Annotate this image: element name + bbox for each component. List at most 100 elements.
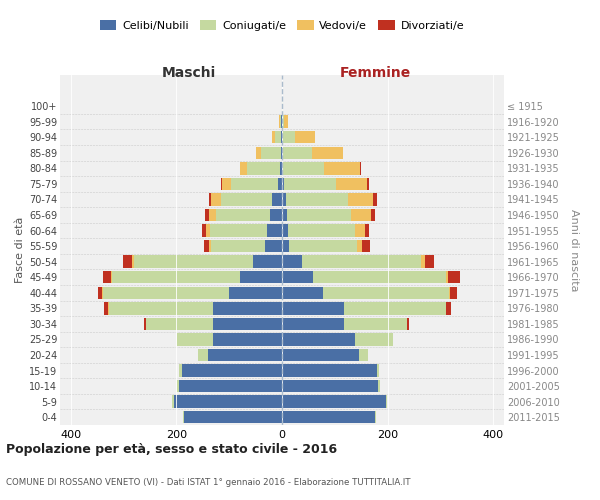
Bar: [367, 178, 368, 190]
Bar: [134, 256, 253, 268]
Y-axis label: Anni di nascita: Anni di nascita: [569, 208, 579, 291]
Bar: [282, 131, 295, 143]
Bar: [179, 380, 282, 392]
Bar: [253, 256, 282, 268]
Bar: [359, 349, 368, 361]
Y-axis label: Fasce di età: Fasce di età: [14, 217, 25, 283]
Bar: [282, 411, 375, 424]
Bar: [231, 178, 278, 190]
Bar: [272, 193, 282, 205]
Bar: [278, 178, 282, 190]
Bar: [265, 240, 282, 252]
Bar: [209, 193, 211, 205]
Bar: [229, 286, 282, 299]
Bar: [282, 224, 288, 237]
Bar: [205, 209, 209, 221]
Text: COMUNE DI ROSSANO VENETO (VI) - Dati ISTAT 1° gennaio 2016 - Elaborazione TUTTIT: COMUNE DI ROSSANO VENETO (VI) - Dati IST…: [6, 478, 410, 487]
Bar: [287, 209, 351, 221]
Bar: [143, 318, 146, 330]
Bar: [98, 286, 102, 299]
Text: Femmine: Femmine: [340, 66, 411, 80]
Bar: [209, 209, 217, 221]
Bar: [282, 271, 313, 283]
Bar: [351, 209, 371, 221]
Bar: [111, 271, 112, 283]
Bar: [282, 380, 378, 392]
Bar: [103, 271, 111, 283]
Bar: [247, 162, 280, 174]
Bar: [217, 209, 271, 221]
Bar: [283, 146, 312, 159]
Bar: [222, 178, 231, 190]
Bar: [282, 318, 344, 330]
Bar: [199, 349, 208, 361]
Bar: [183, 411, 184, 424]
Bar: [182, 364, 282, 377]
Bar: [313, 271, 446, 283]
Bar: [177, 380, 179, 392]
Bar: [344, 302, 446, 314]
Bar: [282, 302, 344, 314]
Bar: [286, 193, 348, 205]
Bar: [209, 240, 211, 252]
Bar: [240, 271, 282, 283]
Bar: [348, 193, 373, 205]
Bar: [282, 256, 302, 268]
Bar: [288, 224, 355, 237]
Bar: [282, 349, 359, 361]
Bar: [271, 209, 282, 221]
Bar: [378, 380, 380, 392]
Bar: [261, 146, 281, 159]
Bar: [282, 193, 286, 205]
Bar: [282, 146, 283, 159]
Bar: [283, 162, 324, 174]
Bar: [312, 146, 343, 159]
Bar: [371, 209, 375, 221]
Bar: [282, 286, 323, 299]
Bar: [373, 193, 377, 205]
Bar: [184, 411, 282, 424]
Bar: [213, 333, 282, 345]
Bar: [449, 286, 450, 299]
Bar: [284, 178, 336, 190]
Bar: [282, 178, 284, 190]
Bar: [344, 318, 407, 330]
Bar: [204, 240, 209, 252]
Bar: [282, 396, 386, 408]
Bar: [446, 302, 451, 314]
Bar: [102, 286, 103, 299]
Bar: [109, 302, 213, 314]
Bar: [179, 364, 182, 377]
Bar: [104, 302, 108, 314]
Bar: [221, 193, 272, 205]
Bar: [133, 256, 134, 268]
Bar: [221, 178, 222, 190]
Bar: [282, 364, 377, 377]
Bar: [355, 224, 365, 237]
Bar: [172, 396, 173, 408]
Bar: [210, 224, 267, 237]
Bar: [323, 286, 449, 299]
Bar: [240, 162, 247, 174]
Bar: [202, 224, 206, 237]
Text: Popolazione per età, sesso e stato civile - 2016: Popolazione per età, sesso e stato civil…: [6, 442, 337, 456]
Bar: [362, 240, 370, 252]
Bar: [446, 271, 448, 283]
Bar: [281, 146, 282, 159]
Bar: [289, 240, 357, 252]
Bar: [256, 146, 261, 159]
Bar: [267, 224, 282, 237]
Bar: [284, 116, 289, 128]
Bar: [448, 271, 460, 283]
Bar: [213, 302, 282, 314]
Bar: [421, 256, 425, 268]
Bar: [173, 396, 282, 408]
Bar: [146, 318, 213, 330]
Bar: [324, 162, 360, 174]
Bar: [302, 256, 421, 268]
Bar: [365, 224, 368, 237]
Bar: [282, 333, 355, 345]
Bar: [206, 224, 210, 237]
Bar: [407, 318, 409, 330]
Bar: [280, 162, 282, 174]
